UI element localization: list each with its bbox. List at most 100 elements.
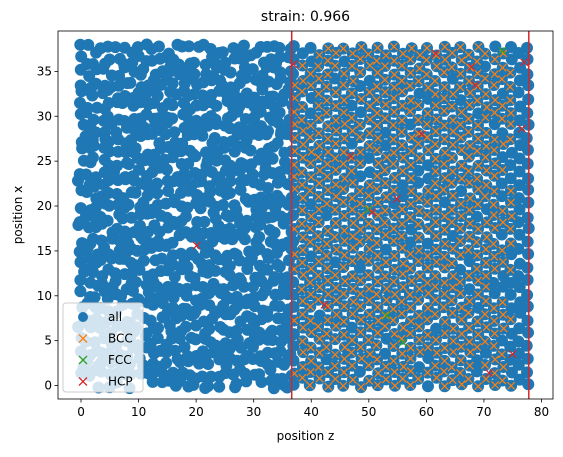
data-point-all — [287, 53, 300, 66]
legend-box — [62, 302, 144, 393]
data-point-bcc — [332, 192, 341, 201]
data-point-all — [209, 249, 222, 262]
data-point-bcc — [497, 75, 506, 84]
data-point-bcc — [449, 127, 458, 136]
data-point-bcc — [498, 206, 507, 216]
data-point-bcc — [431, 272, 440, 281]
data-point-all — [166, 77, 179, 90]
data-point-all — [95, 234, 108, 247]
data-point-bcc — [423, 343, 433, 352]
data-point-bcc — [440, 317, 450, 326]
data-point-bcc — [305, 381, 314, 390]
data-point-bcc — [364, 50, 373, 59]
data-point-bcc — [298, 373, 307, 382]
data-point-bcc — [314, 363, 323, 372]
data-point-bcc — [431, 101, 440, 110]
data-point-bcc — [373, 381, 382, 390]
data-point-all — [413, 87, 426, 100]
data-point-bcc — [397, 297, 406, 306]
data-point-bcc — [290, 81, 299, 90]
data-point-bcc — [330, 361, 339, 370]
data-point-bcc — [322, 329, 331, 338]
data-point-bcc — [457, 174, 466, 183]
data-point-bcc — [382, 296, 391, 305]
data-point-bcc — [432, 51, 441, 60]
data-point-all — [471, 210, 483, 223]
data-point-bcc — [348, 272, 357, 281]
data-point-bcc — [339, 184, 348, 194]
data-point-bcc — [365, 61, 375, 70]
data-point-all — [224, 66, 237, 79]
data-point-bcc — [415, 272, 425, 281]
data-point-bcc — [480, 360, 490, 370]
data-point-all — [151, 332, 164, 345]
data-point-bcc — [440, 135, 449, 144]
data-point-bcc — [374, 316, 383, 325]
data-point-bcc — [339, 44, 348, 53]
data-point-all — [223, 269, 236, 282]
data-point-bcc — [298, 102, 307, 112]
data-point-bcc — [414, 256, 423, 266]
data-point-bcc — [331, 180, 340, 189]
data-point-bcc — [464, 271, 473, 280]
data-point-hcp — [485, 368, 494, 378]
data-point-all — [239, 192, 252, 205]
data-point-all — [237, 39, 250, 52]
y-tick-label: 30 — [37, 109, 52, 123]
data-point-all — [287, 328, 300, 341]
data-point-bcc — [305, 224, 315, 233]
data-point-bcc — [482, 258, 491, 267]
legend-marker-fcc — [78, 355, 88, 365]
data-point-all — [438, 196, 451, 209]
data-point-bcc — [339, 317, 348, 326]
data-point-bcc — [415, 154, 424, 163]
data-point-bcc — [356, 289, 365, 298]
data-point-all — [261, 248, 274, 261]
data-point-bcc — [322, 108, 331, 117]
data-point-bcc — [372, 56, 381, 65]
data-point-all — [103, 145, 116, 158]
data-point-bcc — [474, 382, 483, 391]
data-point-bcc — [456, 133, 465, 142]
data-point-bcc — [331, 101, 340, 111]
data-point-bcc — [306, 290, 315, 299]
data-point-bcc — [348, 361, 357, 370]
data-point-bcc — [448, 116, 458, 125]
data-point-bcc — [397, 76, 406, 85]
data-point-bcc — [406, 343, 415, 352]
data-point-all — [489, 40, 502, 53]
data-point-bcc — [390, 83, 399, 92]
data-point-bcc — [406, 96, 415, 105]
data-point-bcc — [465, 337, 474, 346]
data-point-bcc — [474, 161, 483, 170]
data-point-bcc — [298, 337, 307, 346]
data-point-bcc — [389, 94, 398, 103]
data-point-all — [512, 270, 525, 283]
data-point-all — [109, 267, 122, 280]
data-point-all — [86, 89, 99, 102]
data-point-bcc — [340, 236, 349, 245]
data-point-bcc — [380, 75, 389, 84]
data-point-bcc — [356, 225, 365, 234]
data-point-all — [165, 325, 178, 338]
data-point-bcc — [498, 218, 508, 227]
data-point-bcc — [397, 309, 406, 318]
data-point-bcc — [465, 141, 475, 151]
data-point-bcc — [440, 225, 449, 234]
data-point-bcc — [399, 323, 408, 332]
data-point-bcc — [440, 174, 450, 183]
data-point-all — [244, 144, 257, 157]
data-point-bcc — [448, 308, 457, 317]
data-point-bcc — [447, 363, 456, 372]
data-point-bcc — [473, 317, 482, 326]
data-point-bcc — [424, 224, 433, 233]
x-tick-label: 20 — [188, 405, 203, 419]
data-point-bcc — [381, 179, 390, 188]
data-point-bcc — [364, 271, 373, 280]
data-point-all — [87, 58, 99, 71]
data-point-all — [504, 159, 517, 172]
data-point-bcc — [440, 329, 449, 338]
data-point-bcc — [381, 230, 390, 240]
data-point-bcc — [390, 251, 399, 261]
data-point-all — [223, 187, 236, 199]
